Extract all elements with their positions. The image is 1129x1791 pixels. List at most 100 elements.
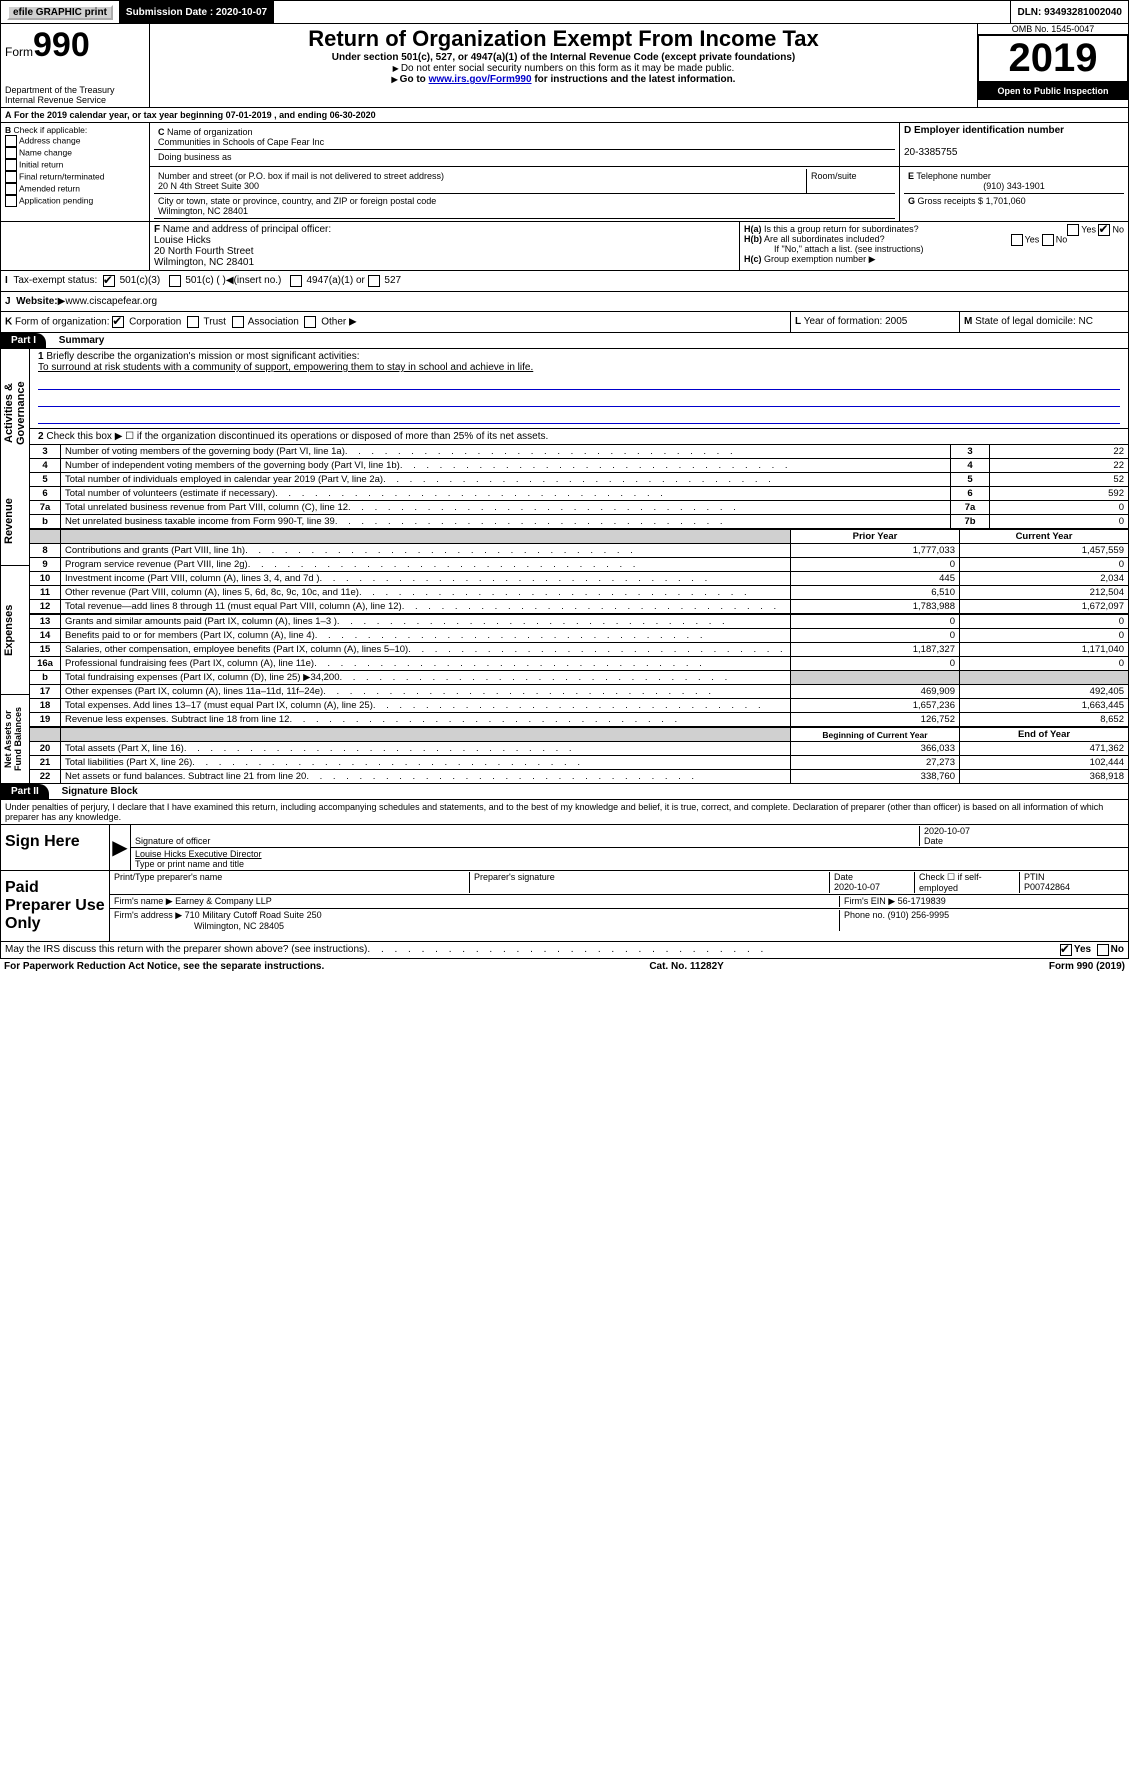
discuss-no[interactable] xyxy=(1097,944,1109,956)
part-i-label: Part I xyxy=(1,333,46,348)
org-name-label: Name of organization xyxy=(167,127,253,137)
dln: DLN: 93493281002040 xyxy=(1011,1,1128,23)
form-org-label: Form of organization: xyxy=(15,317,110,328)
city-cell: City or town, state or province, country… xyxy=(154,194,895,219)
ein-label: Employer identification number xyxy=(914,125,1064,136)
submission-date: Submission Date : 2020-10-07 xyxy=(120,1,274,23)
phone-label: Telephone number xyxy=(916,171,991,181)
footer: For Paperwork Reduction Act Notice, see … xyxy=(0,959,1129,974)
ha-no[interactable] xyxy=(1098,224,1110,236)
amended-checkbox[interactable] xyxy=(5,183,17,195)
assoc-checkbox[interactable] xyxy=(232,316,244,328)
ha-yes[interactable] xyxy=(1067,224,1079,236)
year-col: OMB No. 1545-0047 2019 Open to Public In… xyxy=(977,24,1128,107)
firm-ein: 56-1719839 xyxy=(898,896,946,906)
form-title: Return of Organization Exempt From Incom… xyxy=(154,26,973,52)
pending: Application pending xyxy=(19,195,93,205)
dba-label: Doing business as xyxy=(158,152,232,162)
expenses-table: 13Grants and similar amounts paid (Part … xyxy=(30,614,1128,727)
officer-addr2: Wilmington, NC 28401 xyxy=(154,257,254,268)
officer-name: Louise Hicks xyxy=(154,235,211,246)
amended: Amended return xyxy=(19,183,80,193)
rev-label: Revenue xyxy=(1,477,29,566)
city: Wilmington, NC 28401 xyxy=(158,206,248,216)
sig-officer-label: Signature of officer xyxy=(135,836,210,846)
spacer-col xyxy=(1,222,150,270)
pending-checkbox[interactable] xyxy=(5,195,17,207)
prep-phone-label: Phone no. xyxy=(844,910,885,920)
final-return-checkbox[interactable] xyxy=(5,171,17,183)
box-l: L Year of formation: 2005 xyxy=(791,312,960,332)
box-d: D Employer identification number 20-3385… xyxy=(900,123,1128,166)
sig-arrow: ▶ xyxy=(110,825,131,870)
501c-checkbox[interactable] xyxy=(169,275,181,287)
initial-return-checkbox[interactable] xyxy=(5,159,17,171)
gross-label: Gross receipts $ xyxy=(918,196,984,206)
addr-change-checkbox[interactable] xyxy=(5,135,17,147)
governance-table: 3Number of voting members of the governi… xyxy=(30,444,1128,529)
website-url: www.ciscapefear.org xyxy=(65,296,157,307)
note2: Go to www.irs.gov/Form990 for instructio… xyxy=(154,74,973,85)
prep-date: 2020-10-07 xyxy=(834,882,880,892)
gross-receipts: 1,701,060 xyxy=(986,196,1026,206)
4947-checkbox[interactable] xyxy=(290,275,302,287)
part-i-content: 1 Briefly describe the organization's mi… xyxy=(30,349,1128,784)
hb-label: Are all subordinates included? xyxy=(764,234,885,244)
top-bar: efile GRAPHIC print Submission Date : 20… xyxy=(0,0,1129,24)
corp-checkbox[interactable] xyxy=(112,316,124,328)
hb-no[interactable] xyxy=(1042,234,1054,246)
527-checkbox[interactable] xyxy=(368,275,380,287)
box-c: C Name of organization Communities in Sc… xyxy=(150,123,900,166)
sign-here: Sign Here xyxy=(1,825,110,870)
other-checkbox[interactable] xyxy=(304,316,316,328)
form-number: Form990 xyxy=(5,26,145,65)
irs-discuss-row: May the IRS discuss this return with the… xyxy=(0,942,1129,959)
opt-501c3: 501(c)(3) xyxy=(120,275,161,287)
box-b-label: Check if applicable: xyxy=(14,125,88,135)
prep-date-label: Date xyxy=(834,872,853,882)
prep-sig-label: Preparer's signature xyxy=(470,872,830,893)
form-label: Form xyxy=(5,45,33,59)
exp-label: Expenses xyxy=(1,566,29,695)
street-addr: 20 N 4th Street Suite 300 xyxy=(158,181,259,191)
insert-no: (insert no.) xyxy=(234,275,282,287)
part-ii-header: Part II Signature Block xyxy=(0,784,1129,800)
line1: 1 Briefly describe the organization's mi… xyxy=(30,349,1128,429)
net-assets-table: Beginning of Current YearEnd of Year20To… xyxy=(30,727,1128,784)
ptin-label: PTIN xyxy=(1024,872,1045,882)
self-employed: Check ☐ if self-employed xyxy=(915,872,1020,893)
net-label: Net Assets or Fund Balances xyxy=(1,695,29,784)
name-change-checkbox[interactable] xyxy=(5,147,17,159)
phone: (910) 343-1901 xyxy=(908,181,1120,191)
website-row: J Website: ▶ www.ciscapefear.org xyxy=(0,292,1129,312)
efile-cell: efile GRAPHIC print xyxy=(1,1,120,23)
discuss-yes[interactable] xyxy=(1060,944,1072,956)
website-label: Website: xyxy=(16,296,58,307)
part-i-header: Part I Summary xyxy=(0,333,1129,349)
perjury: Under penalties of perjury, I declare th… xyxy=(0,800,1129,825)
signature-section: Sign Here ▶ Signature of officer 2020-10… xyxy=(0,825,1129,942)
line2-text: Check this box ▶ ☐ if the organization d… xyxy=(46,431,548,442)
tax-exempt-label: Tax-exempt status: xyxy=(13,275,97,287)
form-header: Form990 Department of the Treasury Inter… xyxy=(0,24,1129,108)
firm-city: Wilmington, NC 28405 xyxy=(114,921,284,931)
trust-checkbox[interactable] xyxy=(187,316,199,328)
opt-527: 527 xyxy=(384,275,401,287)
section-labels: Activities & Governance Revenue Expenses… xyxy=(1,349,30,784)
ha-label: Is this a group return for subordinates? xyxy=(764,224,919,234)
summary-title: Summary xyxy=(49,335,105,346)
sig-date: 2020-10-07 xyxy=(924,826,970,836)
date-label: Date xyxy=(924,836,943,846)
form-990: 990 xyxy=(33,26,90,64)
officer-name-title: Louise Hicks Executive Director xyxy=(135,849,262,859)
firm-name-label: Firm's name ▶ xyxy=(114,896,173,906)
501c3-checkbox[interactable] xyxy=(103,275,115,287)
efile-button[interactable]: efile GRAPHIC print xyxy=(7,5,113,20)
irs-link[interactable]: www.irs.gov/Form990 xyxy=(429,74,532,85)
hb-yes[interactable] xyxy=(1011,234,1023,246)
officer-label: Name and address of principal officer: xyxy=(163,224,331,235)
name-change: Name change xyxy=(19,147,72,157)
line-a: A For the 2019 calendar year, or tax yea… xyxy=(0,108,1129,123)
box-b: B Check if applicable: Address change Na… xyxy=(1,123,150,221)
state-domicile: NC xyxy=(1079,316,1093,327)
